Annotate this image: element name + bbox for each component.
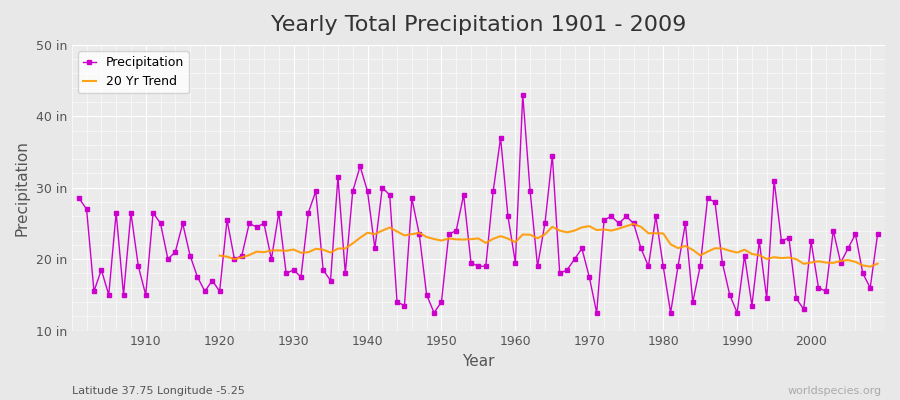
20 Yr Trend [414,230,425,235]
Title: Yearly Total Precipitation 1901 - 2009: Yearly Total Precipitation 1901 - 2009 [271,15,686,35]
20 Yr Trend [628,222,639,226]
Line: 20 Yr Trend: 20 Yr Trend [220,224,878,267]
Text: Latitude 37.75 Longitude -5.25: Latitude 37.75 Longitude -5.25 [72,386,245,396]
20 Yr Trend [214,253,225,258]
Precipitation [74,196,85,201]
20 Yr Trend [303,250,314,254]
X-axis label: Year: Year [462,354,495,369]
Precipitation [518,92,528,97]
Precipitation [133,264,144,269]
20 Yr Trend [865,264,876,269]
20 Yr Trend [784,255,795,260]
Precipitation [872,232,883,236]
Precipitation [525,189,535,194]
Precipitation [428,310,439,315]
Precipitation [614,221,625,226]
Text: worldspecies.org: worldspecies.org [788,386,882,396]
20 Yr Trend [850,260,860,264]
20 Yr Trend [680,244,691,248]
Precipitation [295,275,306,280]
Precipitation [510,260,521,265]
20 Yr Trend [872,261,883,266]
Legend: Precipitation, 20 Yr Trend: Precipitation, 20 Yr Trend [78,51,189,93]
20 Yr Trend [769,255,779,260]
Y-axis label: Precipitation: Precipitation [15,140,30,236]
Precipitation [340,271,351,276]
Line: Precipitation: Precipitation [77,93,879,314]
